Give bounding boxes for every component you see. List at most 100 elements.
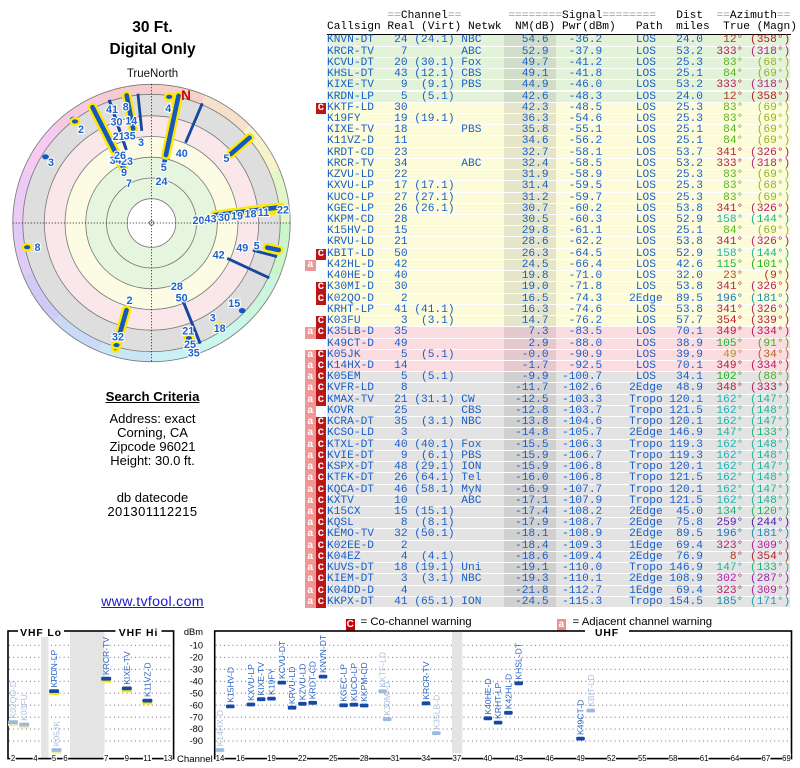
svg-text:28: 28	[171, 281, 183, 293]
svg-text:28: 28	[360, 754, 369, 763]
svg-text:24: 24	[155, 176, 167, 188]
svg-text:5: 5	[223, 153, 229, 165]
svg-text:46: 46	[545, 754, 554, 763]
svg-text:K14HX-D: K14HX-D	[215, 710, 225, 746]
svg-text:41: 41	[106, 104, 118, 116]
svg-text:52: 52	[607, 754, 616, 763]
svg-text:KRHT-LP: KRHT-LP	[493, 682, 503, 719]
svg-text:23: 23	[121, 156, 133, 168]
svg-text:22: 22	[277, 205, 289, 217]
svg-text:50: 50	[176, 293, 188, 305]
svg-text:13: 13	[164, 754, 173, 763]
svg-text:-90: -90	[190, 736, 203, 746]
svg-text:K35LB-D: K35LB-D	[431, 695, 441, 730]
svg-text:K11VZ-D: K11VZ-D	[142, 662, 152, 697]
svg-text:KXVU-LP: KXVU-LP	[246, 664, 256, 701]
svg-text:21: 21	[182, 326, 194, 338]
svg-text:-70: -70	[190, 712, 203, 722]
svg-text:K49CT-D: K49CT-D	[576, 700, 586, 735]
svg-text:5: 5	[254, 241, 260, 253]
svg-text:18: 18	[214, 323, 226, 335]
svg-text:9: 9	[121, 167, 127, 179]
svg-text:37: 37	[453, 754, 462, 763]
svg-text:-10: -10	[190, 641, 203, 651]
svg-text:8: 8	[34, 242, 40, 254]
svg-text:40: 40	[176, 148, 188, 160]
svg-text:KUCO-LP: KUCO-LP	[349, 663, 359, 701]
svg-text:5: 5	[161, 162, 167, 174]
svg-text:35: 35	[188, 348, 200, 360]
svg-text:22: 22	[298, 754, 307, 763]
svg-text:55: 55	[638, 754, 647, 763]
svg-text:KCVU-DT: KCVU-DT	[277, 640, 287, 679]
svg-text:2: 2	[126, 295, 132, 307]
svg-text:11: 11	[258, 207, 269, 219]
svg-text:69: 69	[782, 754, 791, 763]
svg-text:16: 16	[236, 754, 245, 763]
svg-text:30: 30	[110, 116, 122, 128]
svg-text:43: 43	[204, 214, 216, 226]
svg-text:Channel: Channel	[177, 754, 213, 765]
svg-text:18: 18	[244, 209, 256, 221]
svg-text:KRCR-TV: KRCR-TV	[421, 661, 431, 699]
svg-text:25: 25	[184, 339, 196, 351]
svg-text:-80: -80	[190, 724, 203, 734]
svg-text:KNVN-DT: KNVN-DT	[318, 634, 328, 673]
svg-text:25: 25	[329, 754, 338, 763]
svg-text:14: 14	[125, 116, 137, 128]
svg-text:7: 7	[104, 754, 108, 763]
svg-text:-20: -20	[190, 653, 203, 663]
svg-text:KGEC-LP: KGEC-LP	[339, 664, 349, 702]
svg-text:KZVU-LD: KZVU-LD	[297, 663, 307, 700]
svg-text:3: 3	[138, 137, 144, 149]
svg-text:49: 49	[236, 243, 248, 255]
svg-text:6: 6	[63, 754, 67, 763]
svg-text:3: 3	[48, 157, 54, 169]
svg-text:7: 7	[126, 178, 132, 190]
svg-text:34: 34	[422, 754, 431, 763]
svg-text:64: 64	[731, 754, 740, 763]
svg-text:2: 2	[11, 754, 15, 763]
svg-text:VHF Lo: VHF Lo	[20, 628, 62, 639]
svg-text:dBm: dBm	[184, 627, 203, 637]
svg-text:VHF Hi: VHF Hi	[119, 628, 158, 639]
svg-text:KRDT-CD: KRDT-CD	[308, 661, 318, 699]
svg-text:KHSL-DT: KHSL-DT	[514, 642, 524, 680]
svg-text:26: 26	[114, 150, 126, 162]
svg-text:11: 11	[143, 754, 151, 763]
svg-text:42: 42	[213, 250, 225, 262]
svg-text:KRCR-TV: KRCR-TV	[101, 637, 111, 675]
svg-text:14: 14	[216, 754, 225, 763]
svg-text:4: 4	[33, 754, 38, 763]
svg-text:3: 3	[210, 313, 216, 325]
svg-text:9: 9	[125, 754, 129, 763]
svg-text:15: 15	[228, 298, 240, 310]
svg-text:-60: -60	[190, 700, 203, 710]
svg-text:KRDN-LP: KRDN-LP	[49, 650, 59, 688]
svg-text:43: 43	[514, 754, 523, 763]
svg-text:30: 30	[218, 212, 230, 224]
svg-text:4: 4	[165, 103, 171, 115]
svg-text:5: 5	[52, 754, 57, 763]
svg-text:-40: -40	[190, 676, 203, 686]
svg-text:K19FY: K19FY	[267, 668, 277, 695]
svg-text:67: 67	[762, 754, 771, 763]
svg-text:K30MI-D: K30MI-D	[382, 682, 392, 716]
svg-text:K15HV-D: K15HV-D	[225, 667, 235, 703]
svg-text:K42HL-D: K42HL-D	[503, 674, 513, 709]
svg-text:KBIT-LD: KBIT-LD	[586, 674, 596, 706]
svg-text:KKTF-LD: KKTF-LD	[378, 652, 388, 688]
svg-text:49: 49	[576, 754, 585, 763]
svg-text:20: 20	[192, 215, 204, 227]
svg-text:KIXE-TV: KIXE-TV	[122, 651, 132, 685]
svg-text:N: N	[181, 88, 191, 103]
svg-text:19: 19	[231, 210, 243, 222]
svg-text:-30: -30	[190, 664, 203, 674]
svg-text:61: 61	[700, 754, 709, 763]
svg-text:K03FU: K03FU	[19, 694, 29, 721]
svg-text:K40HE-D: K40HE-D	[483, 678, 493, 714]
svg-text:2: 2	[78, 124, 84, 136]
svg-text:KIXE-TV: KIXE-TV	[256, 662, 266, 696]
svg-text:21: 21	[113, 131, 125, 143]
svg-text:31: 31	[391, 754, 400, 763]
